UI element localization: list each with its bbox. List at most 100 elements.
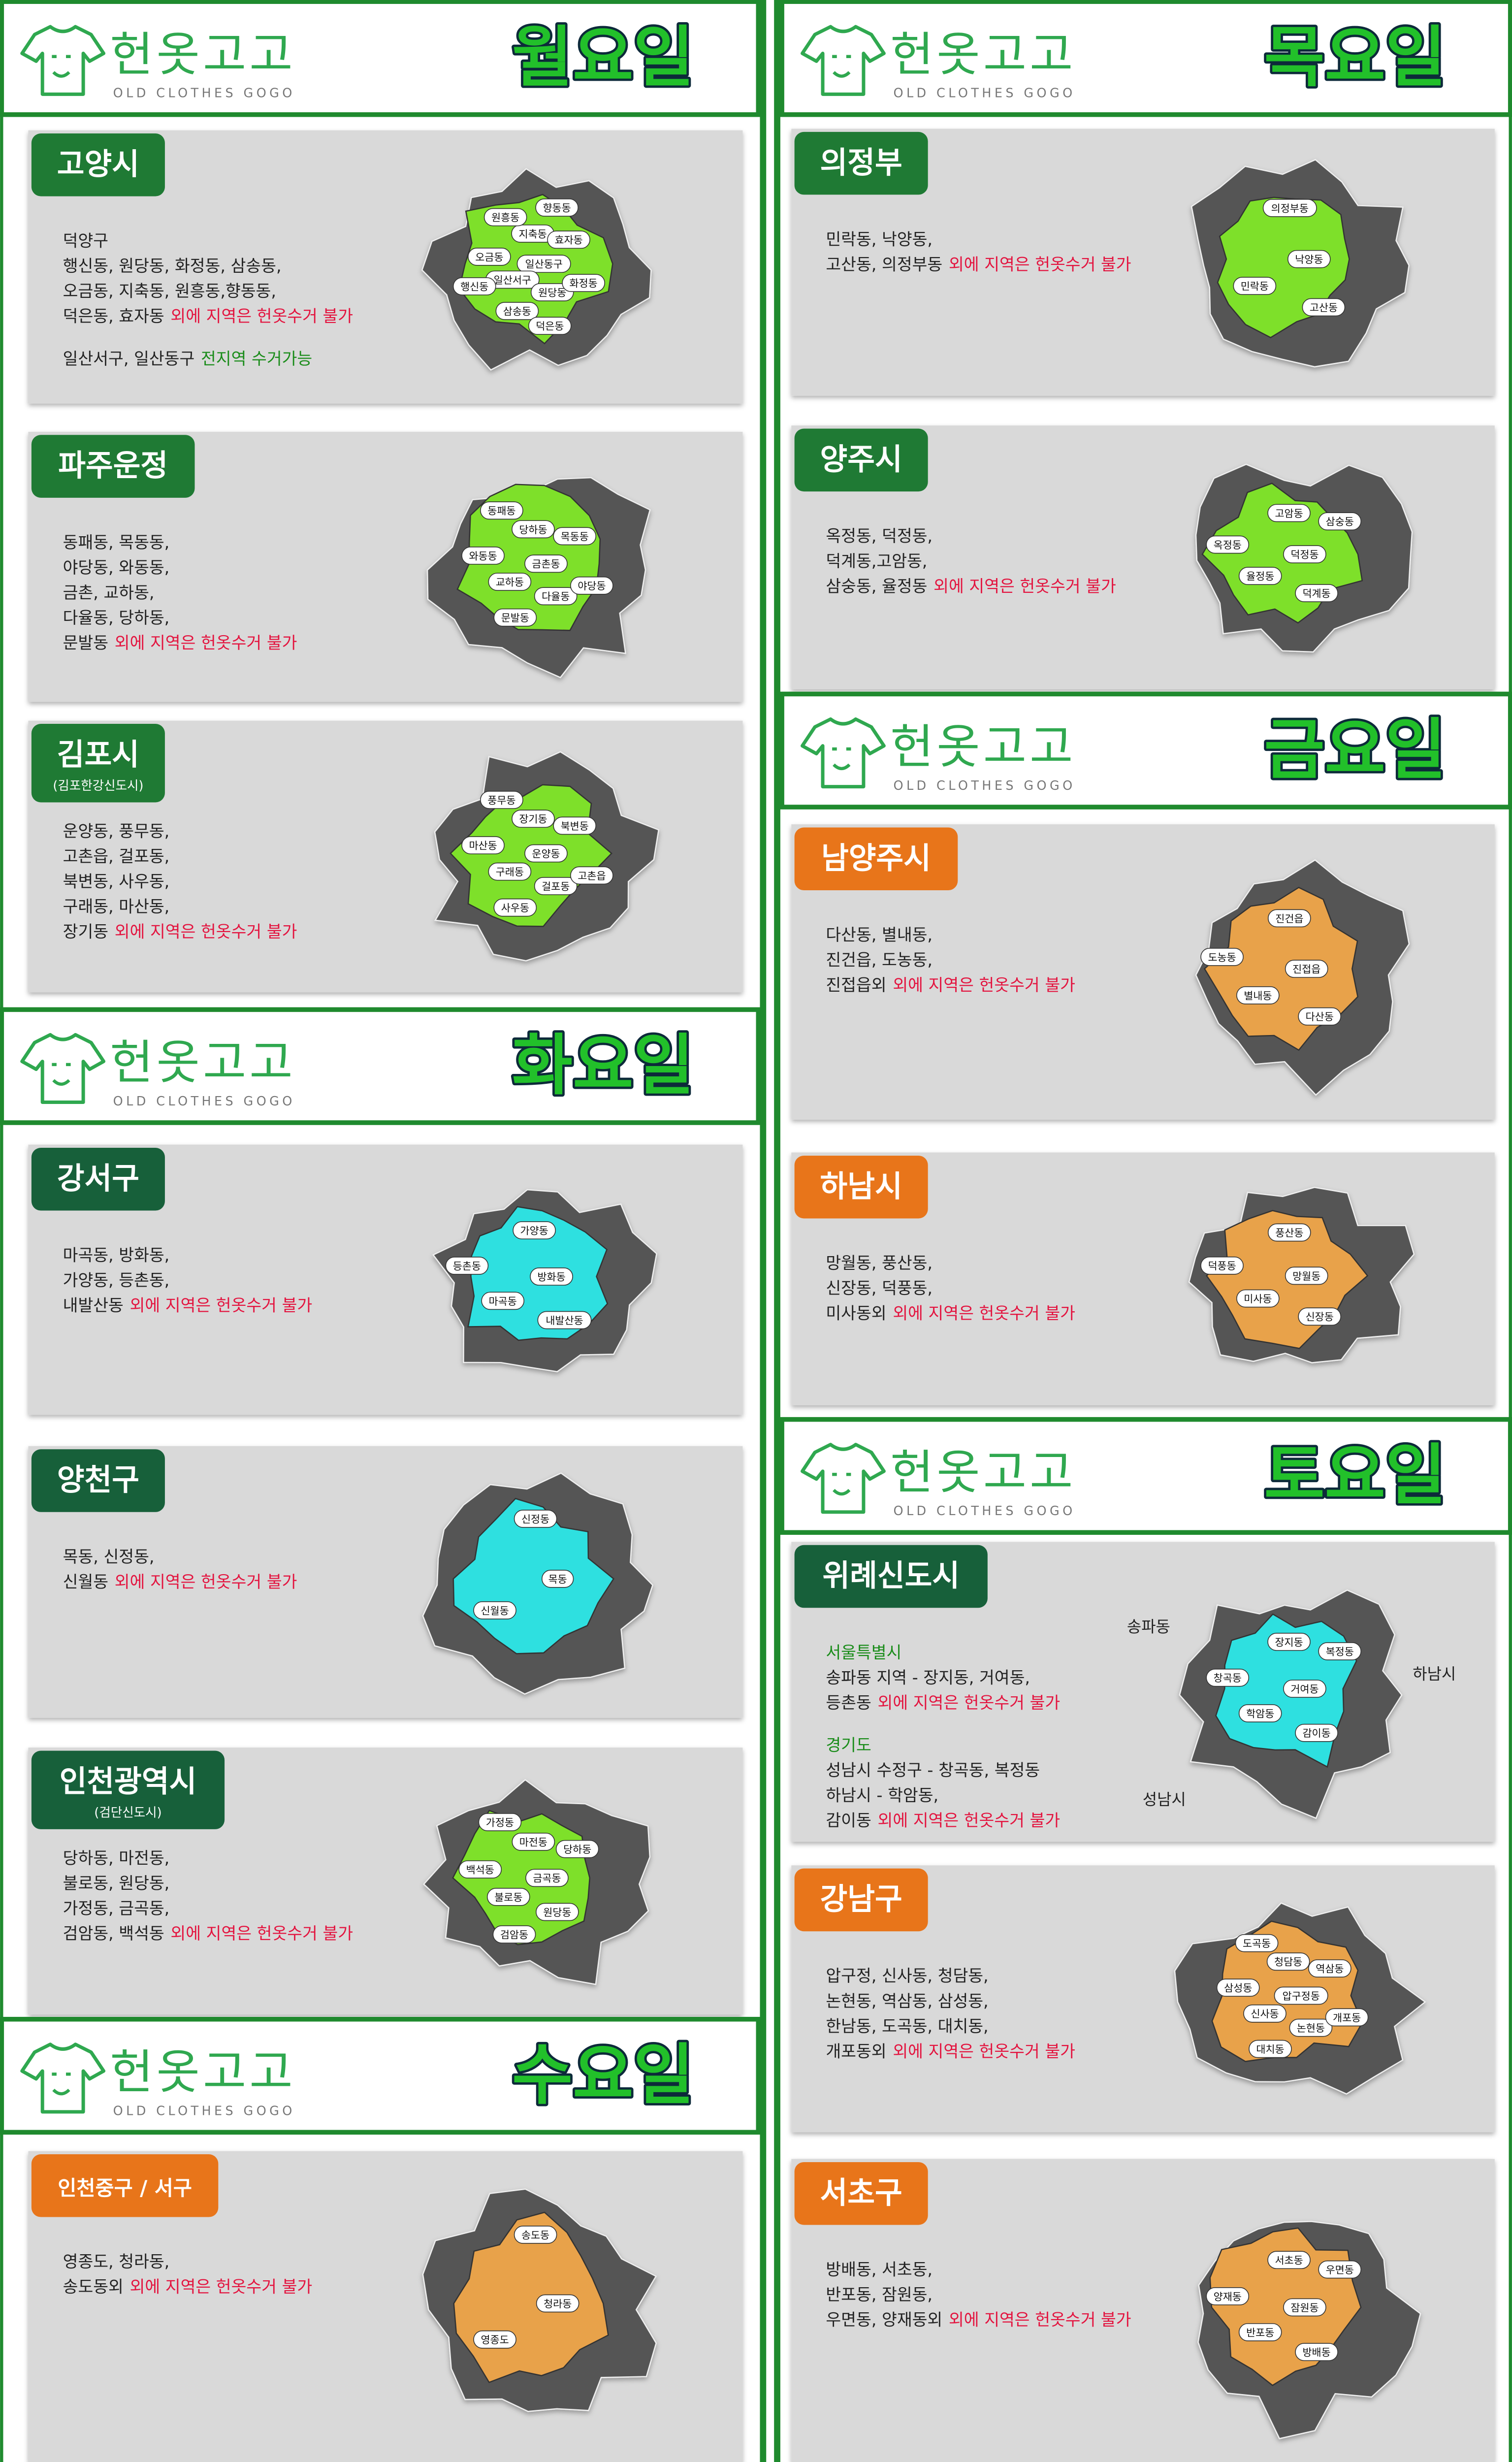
section-header xyxy=(779,1417,1512,1535)
logo-face xyxy=(52,55,71,78)
text-segment: 서울특별시 xyxy=(826,1643,901,1662)
map-label-bg xyxy=(488,862,532,881)
text-line: 진건읍, 도농동, xyxy=(826,950,933,970)
text-segment: 경기도 xyxy=(826,1735,871,1754)
text-segment: 송파동 지역 - 장지동, 거여동, xyxy=(826,1668,1030,1687)
text-segment: 동패동, 목동동, xyxy=(63,533,170,552)
region-card: 김포시 (김포한강신도시) 운양동, 풍무동, 고촌읍, 걸포동, 북변동, 사우동, 구… xyxy=(28,720,743,993)
map-label: 가정동 xyxy=(486,1817,514,1829)
text-segment: 외에 지역은 헌옷수거 불가 xyxy=(949,255,1131,274)
text-segment: 영종도, 청라동, xyxy=(63,2252,170,2271)
text-line: 하남시 - 학암동, xyxy=(826,1786,938,1805)
map-label: 학암동 xyxy=(1246,1708,1274,1719)
text-segment: 외에 지역은 헌옷수거 불가 xyxy=(170,1924,353,1943)
brand-name: 헌옷고고 xyxy=(110,27,296,82)
map-label-bg xyxy=(536,2294,579,2313)
logo-face xyxy=(52,2073,71,2096)
map-label-bg xyxy=(1200,1256,1244,1275)
brand-sub: OLD CLOTHES GOGO xyxy=(894,1504,1076,1519)
map-label-bg xyxy=(468,247,511,266)
region-badge xyxy=(31,435,195,498)
section-header xyxy=(0,2016,761,2135)
text-segment: 덕계동,고암동, xyxy=(826,551,927,571)
logo-face xyxy=(52,1063,71,1086)
region-badge xyxy=(794,1868,928,1932)
text-line: 야당동, 와동동, xyxy=(63,558,170,577)
map-label: 삼숭동 xyxy=(1326,516,1354,528)
map-label: 덕정동 xyxy=(1290,549,1319,561)
map-label-bg xyxy=(480,791,523,809)
map-label: 방배동 xyxy=(1302,2347,1330,2359)
map-label-bg xyxy=(492,1925,536,1944)
map-label-bg xyxy=(541,1569,574,1588)
text-segment: 하남시 - 학암동, xyxy=(826,1786,938,1805)
region-name: 강서구 xyxy=(57,1162,139,1196)
map-label: 영종도 xyxy=(481,2334,509,2346)
text-line: 민락동, 낙양동, xyxy=(826,229,933,249)
text-line: 서울특별시 xyxy=(826,1643,901,1662)
map-label-bg xyxy=(1267,909,1311,928)
text-segment: 금촌, 교하동, xyxy=(63,583,155,602)
map-label-bg xyxy=(1235,1934,1279,1952)
text-line: 송도동외 외에 지역은 헌옷수거 불가 xyxy=(63,2277,313,2297)
map-label-bg xyxy=(1298,1007,1342,1026)
region-badge xyxy=(31,133,165,196)
map-label: 옥정동 xyxy=(1214,539,1242,551)
text-segment: 다산동, 별내동, xyxy=(826,925,933,944)
map-label: 낙양동 xyxy=(1295,254,1323,265)
map-label: 압구정동 xyxy=(1283,1990,1320,2002)
region-name: 양주시 xyxy=(820,442,902,477)
map-label-bg xyxy=(473,2330,516,2349)
map-label: 고산동 xyxy=(1310,302,1338,314)
map-label: 신정동 xyxy=(521,1513,549,1525)
text-segment: 덕은동, 효자동 xyxy=(63,307,164,326)
text-segment: 외에 지역은 헌옷수거 불가 xyxy=(878,1693,1061,1712)
map-label: 와동동 xyxy=(469,550,497,562)
map-label: 교하동 xyxy=(496,577,524,588)
text-line: 등촌동 외에 지역은 헌옷수거 불가 xyxy=(826,1693,1060,1712)
text-line: 망월동, 풍산동, xyxy=(826,1254,933,1273)
text-segment: 신월동 xyxy=(63,1572,108,1591)
region-name: 강남구 xyxy=(820,1882,902,1917)
map-label-bg xyxy=(1262,199,1317,217)
map-label-bg xyxy=(1285,960,1328,978)
text-segment: 외에 지역은 헌옷수거 불가 xyxy=(893,2041,1075,2061)
map-label: 장기동 xyxy=(519,813,547,825)
map-label-bg xyxy=(1318,2260,1362,2279)
map-label: 고암동 xyxy=(1275,508,1303,519)
map-label-bg xyxy=(483,208,527,227)
map-label: 원흥동 xyxy=(491,212,519,224)
map-label: 율정동 xyxy=(1246,571,1274,583)
map-label-bg xyxy=(480,501,523,520)
map-label: 풍무동 xyxy=(487,794,515,806)
map-label: 장지동 xyxy=(1275,1636,1303,1648)
map-label-bg xyxy=(524,844,568,863)
region-badge xyxy=(794,428,928,492)
map-label: 덕풍동 xyxy=(1208,1260,1236,1272)
map-label: 구래동 xyxy=(496,866,524,878)
map-label: 불로동 xyxy=(494,1891,522,1903)
text-line: 행신동, 원당동, 화정동, 삼송동, xyxy=(63,257,282,276)
text-line: 방배동, 서초동, xyxy=(826,2260,933,2279)
map-label: 가양동 xyxy=(520,1225,548,1237)
map-label: 문발동 xyxy=(501,612,529,624)
map-label: 행신동 xyxy=(460,281,488,292)
text-segment: 검암동, 백석동 xyxy=(63,1924,164,1943)
text-line: 운양동, 풍무동, xyxy=(63,822,170,841)
text-line: 마곡동, 방화동, xyxy=(63,1246,170,1265)
text-line: 논현동, 역삼동, 삼성동, xyxy=(826,1991,988,2010)
brand-name: 헌옷고고 xyxy=(890,27,1076,82)
map-label-bg xyxy=(1289,2018,1333,2037)
text-segment: 외에 지역은 헌옷수거 불가 xyxy=(115,633,297,652)
map-label-bg xyxy=(528,317,572,335)
text-segment: 삼숭동, 율정동 xyxy=(826,577,927,596)
logo-icon xyxy=(801,717,886,789)
